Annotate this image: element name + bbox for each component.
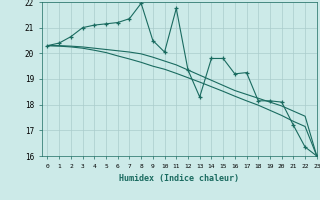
X-axis label: Humidex (Indice chaleur): Humidex (Indice chaleur) (119, 174, 239, 183)
